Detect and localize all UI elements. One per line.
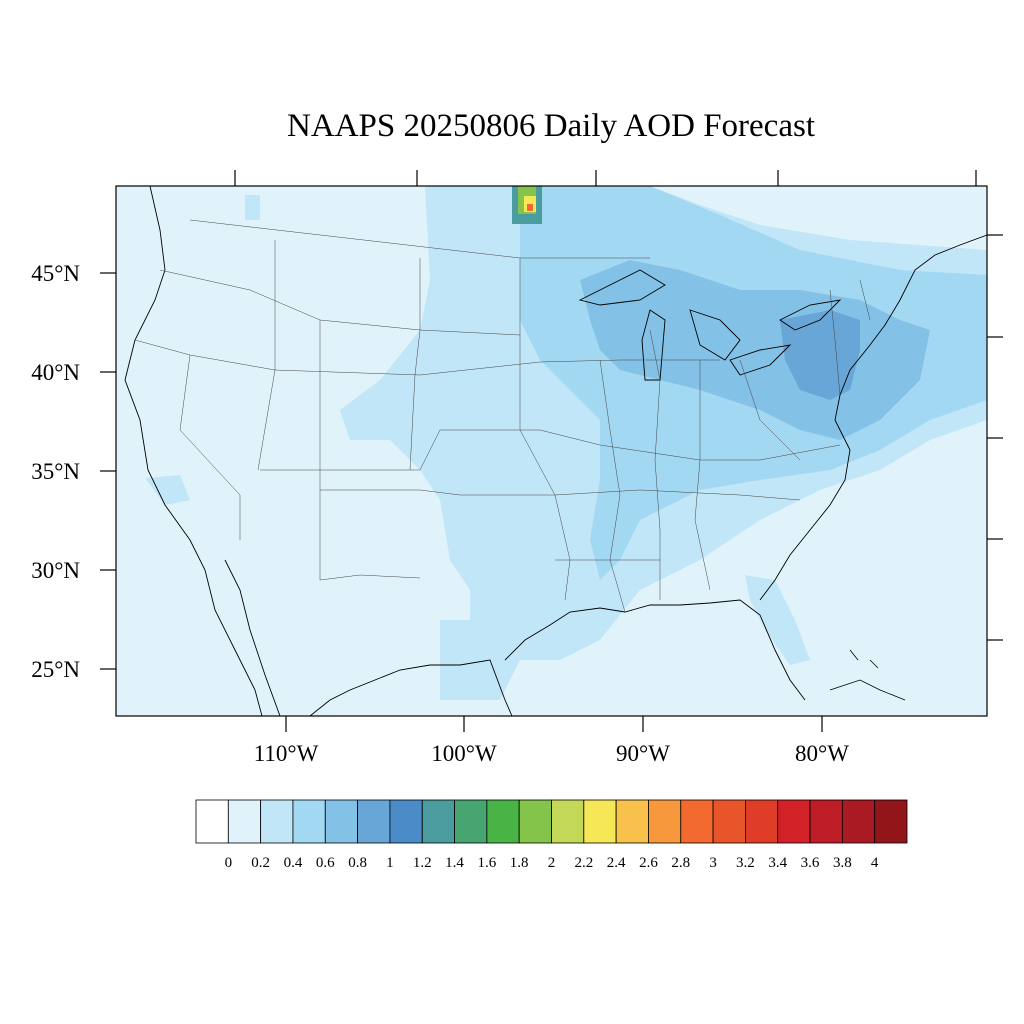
colorbar-label: 0.6 (316, 855, 335, 871)
lat-label: 25°N (31, 657, 80, 682)
colorbar-swatch (292, 799, 326, 844)
colorbar-swatch (324, 799, 358, 844)
colorbar-swatch (518, 799, 552, 844)
lon-label: 110°W (254, 741, 319, 766)
right-ticks (987, 234, 1003, 641)
colorbar (195, 799, 908, 844)
colorbar-swatch (551, 799, 585, 844)
colorbar-swatch (680, 799, 714, 844)
colorbar-swatch (357, 799, 391, 844)
colorbar-swatch (712, 799, 746, 844)
colorbar-swatch (777, 799, 811, 844)
colorbar-label: 0.8 (348, 855, 367, 871)
colorbar-swatch (389, 799, 423, 844)
colorbar-label: 1.2 (413, 855, 432, 871)
colorbar-swatch (648, 799, 682, 844)
colorbar-label: 3.2 (736, 855, 755, 871)
aod-region-southwest (145, 475, 190, 505)
colorbar-label: 0 (225, 855, 233, 871)
lon-label: 80°W (795, 741, 849, 766)
colorbar-label: 3 (709, 855, 717, 871)
islands (829, 649, 906, 701)
aod-field (124, 186, 987, 716)
aod-region-mid-atlantic (780, 310, 860, 400)
state-borders (134, 219, 871, 613)
colorbar-swatch (421, 799, 455, 844)
colorbar-label: 0.4 (284, 855, 303, 871)
colorbar-swatch (841, 799, 876, 844)
left-ticks (100, 272, 116, 670)
colorbar-label: 2.8 (671, 855, 690, 871)
longitude-labels: 110°W 100°W 90°W 80°W (254, 741, 850, 766)
colorbar-label: 2.2 (574, 855, 593, 871)
colorbar-swatch (195, 799, 229, 844)
map-title: NAAPS 20250806 Daily AOD Forecast (287, 108, 815, 144)
lon-label: 90°W (616, 741, 670, 766)
top-ticks (234, 170, 977, 186)
colorbar-labels: 0 0.2 0.4 0.6 0.8 1 1.2 1.4 1.6 1.8 2 2.2 2.4 2.6 2.8 3… (225, 855, 879, 871)
colorbar-label: 2 (548, 855, 556, 871)
colorbar-swatch (809, 799, 843, 844)
colorbar-swatch (874, 799, 908, 844)
aod-region-northeast (580, 260, 930, 440)
lat-label: 35°N (31, 459, 80, 484)
lat-label: 45°N (31, 261, 80, 286)
colorbar-label: 1.6 (477, 855, 496, 871)
lon-label: 100°W (431, 741, 497, 766)
colorbar-label: 2.4 (607, 855, 626, 871)
latitude-labels: 45°N 40°N 35°N 30°N 25°N (31, 261, 80, 682)
aod-region-montana (245, 195, 260, 220)
lat-label: 30°N (31, 558, 80, 583)
lat-label: 40°N (31, 360, 80, 385)
colorbar-label: 2.6 (639, 855, 658, 871)
colorbar-swatch (454, 799, 488, 844)
colorbar-label: 3.4 (768, 855, 787, 871)
colorbar-swatch (745, 799, 779, 844)
colorbar-swatch (583, 799, 617, 844)
aod-region-florida (745, 575, 810, 665)
colorbar-label: 3.8 (833, 855, 852, 871)
colorbar-label: 1.8 (510, 855, 529, 871)
aod-hotspot-core (527, 204, 533, 211)
colorbar-label: 1.4 (445, 855, 464, 871)
colorbar-swatch (227, 799, 262, 844)
map-border (115, 185, 988, 717)
colorbar-label: 3.6 (801, 855, 820, 871)
colorbar-label: 1 (386, 855, 394, 871)
colorbar-label: 0.2 (251, 855, 270, 871)
aod-region-texas (440, 620, 480, 700)
bottom-ticks (285, 716, 823, 732)
colorbar-swatch (615, 799, 649, 844)
colorbar-label: 4 (871, 855, 879, 871)
colorbar-swatch (260, 799, 294, 844)
colorbar-swatch (486, 799, 520, 844)
